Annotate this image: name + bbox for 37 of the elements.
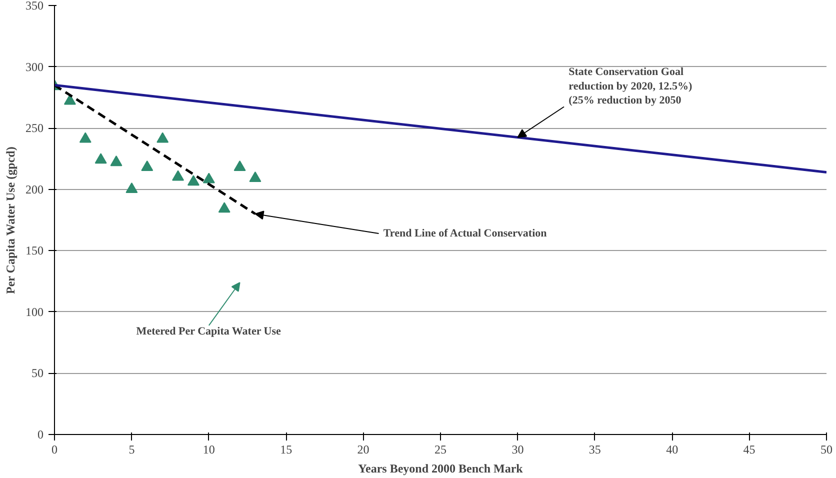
y-tick-label: 50 [32,366,44,380]
x-tick-label: 10 [202,442,215,456]
x-axis-title: Years Beyond 2000 Bench Mark [358,462,524,476]
x-tick-label: 0 [52,442,58,456]
x-tick-label: 35 [588,442,601,456]
annotation: Trend Line of Actual Conservation [383,227,547,240]
y-tick-label: 250 [26,121,44,136]
point [156,132,169,143]
x-tick-label: 5 [128,442,135,456]
y-tick-label: 100 [26,304,44,319]
point [79,132,92,143]
x-tick-label: 20 [357,442,370,456]
point [126,182,138,194]
point [94,153,107,164]
y-tick-label: 300 [26,60,44,74]
y-axis-title: Per Capita Water Use (gpcd) [4,146,18,294]
point [249,171,262,182]
point [110,156,122,166]
y-tick-label: 350 [26,0,44,12]
y-tick-label: 150 [26,244,44,258]
point [172,170,184,181]
x-tick-label: 40 [666,442,678,456]
y-tick-label: 0 [38,428,44,442]
point [202,172,215,184]
annotation: State Conservation Goal reduction by 2020, 12.5%) (25% reduction by 2050 [568,66,693,107]
point [218,202,230,213]
x-tick-label: 15 [280,442,292,456]
x-tick-label: 50 [820,442,832,456]
point [234,160,246,171]
point [64,94,76,105]
x-tick-label: 25 [434,442,446,456]
y-tick-label: 200 [26,182,44,196]
point [141,160,154,171]
point [187,175,200,186]
annotation: Metered Per Capita Water Use [136,325,282,338]
x-tick-label: 30 [512,442,524,456]
x-tick-label: 45 [743,442,756,456]
